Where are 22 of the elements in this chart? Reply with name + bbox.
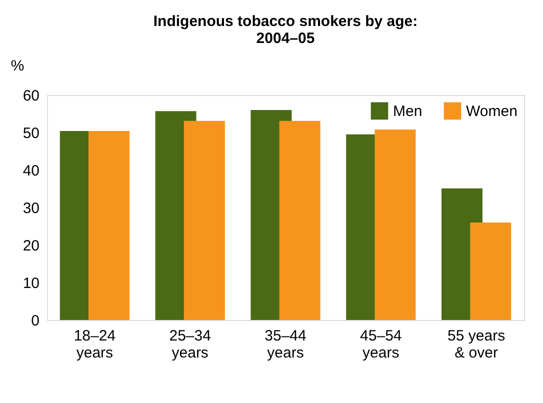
- y-axis-title: %: [10, 58, 24, 74]
- text: 2004–05: [256, 30, 315, 47]
- bar: [184, 120, 225, 320]
- bar: [279, 120, 320, 320]
- x-tick-label: 45–54 years: [360, 328, 402, 362]
- bar: [470, 222, 512, 320]
- y-tick-label: 50: [22, 125, 40, 142]
- y-tick-label: 0: [31, 312, 40, 330]
- x-tick-label: 25–34 years: [169, 328, 211, 362]
- bar: [374, 130, 416, 320]
- y-tick-label: 10: [22, 275, 40, 292]
- x-tick-label: 18–24 years: [74, 328, 116, 362]
- x-tick-label: 35–44 years: [264, 328, 306, 362]
- y-tick-label: 20: [22, 238, 40, 254]
- legend-label: Women: [466, 102, 518, 120]
- x-tick-label: 55 years & over: [448, 328, 506, 362]
- y-tick-label: 30: [22, 200, 40, 217]
- y-tick-label: 40: [22, 162, 40, 180]
- y-tick-label: 60: [22, 88, 40, 104]
- text: Indigenous tobacco smokers by age:: [153, 13, 418, 30]
- bar: [88, 131, 130, 320]
- legend-label: Men: [393, 102, 422, 120]
